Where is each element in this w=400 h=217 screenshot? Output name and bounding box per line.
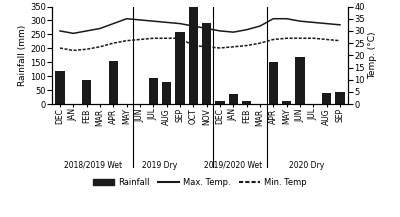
Bar <box>202 23 211 104</box>
Bar <box>322 93 331 104</box>
Legend: Rainfall, Max. Temp., Min. Temp: Rainfall, Max. Temp., Min. Temp <box>90 175 310 190</box>
Y-axis label: Rainfall (mm): Rainfall (mm) <box>18 25 27 86</box>
Text: 2020 Dry: 2020 Dry <box>289 161 324 169</box>
Bar <box>335 92 345 104</box>
Bar <box>162 82 171 104</box>
Bar <box>295 57 305 104</box>
Bar <box>189 7 198 104</box>
Bar <box>149 78 158 104</box>
Bar <box>175 32 185 104</box>
Text: 2019 Dry: 2019 Dry <box>142 161 178 169</box>
Text: 2018/2019 Wet: 2018/2019 Wet <box>64 161 122 169</box>
Bar <box>229 94 238 104</box>
Bar <box>282 101 291 104</box>
Bar <box>109 61 118 104</box>
Text: 2019/2020 Wet: 2019/2020 Wet <box>204 161 262 169</box>
Bar <box>55 71 65 104</box>
Y-axis label: Temp. (°C): Temp. (°C) <box>368 32 377 79</box>
Bar <box>82 81 91 104</box>
Bar <box>215 101 225 104</box>
Bar <box>269 62 278 104</box>
Bar <box>242 101 251 104</box>
